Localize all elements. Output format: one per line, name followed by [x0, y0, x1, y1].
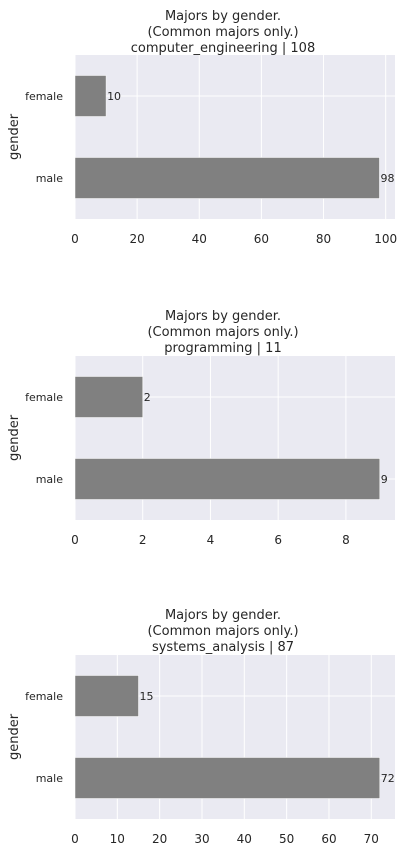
x-tick-label: 8	[342, 533, 350, 547]
data-label: 10	[107, 90, 121, 103]
x-tick-label: 70	[364, 832, 379, 846]
x-tick-label: 0	[71, 232, 79, 246]
chart-title-line: computer_engineering | 108	[131, 41, 315, 56]
chart-title-line: systems_analysis | 87	[152, 640, 294, 655]
y-tick-label: female	[25, 690, 63, 703]
x-tick-label: 60	[321, 832, 336, 846]
x-tick-label: 4	[207, 533, 215, 547]
chart-title-line: (Common majors only.)	[147, 325, 298, 340]
chart-title-line: Majors by gender.	[165, 9, 281, 24]
x-tick-label: 20	[129, 232, 144, 246]
data-label: 98	[380, 172, 394, 185]
y-tick-label: female	[25, 90, 63, 103]
y-axis-label: gender	[7, 713, 22, 760]
bar-male	[74, 157, 380, 199]
y-axis-label: gender	[7, 113, 22, 160]
x-tick-label: 2	[139, 533, 147, 547]
y-tick-label: male	[36, 172, 64, 185]
chart-title-line: Majors by gender.	[165, 309, 281, 324]
y-tick-label: male	[36, 473, 64, 486]
x-tick-label: 50	[279, 832, 294, 846]
bar-female	[74, 675, 139, 717]
chart-title-line: Majors by gender.	[165, 608, 281, 623]
x-tick-label: 80	[316, 232, 331, 246]
y-tick-label: female	[25, 391, 63, 404]
data-label: 15	[139, 690, 153, 703]
x-tick-label: 40	[192, 232, 207, 246]
data-label: 9	[381, 473, 388, 486]
x-tick-label: 40	[237, 832, 252, 846]
y-axis-label: gender	[7, 414, 22, 461]
x-tick-label: 10	[110, 832, 125, 846]
data-label: 2	[144, 391, 151, 404]
chart-title-line: (Common majors only.)	[147, 624, 298, 639]
x-tick-label: 0	[71, 832, 79, 846]
bar-female	[74, 376, 143, 418]
x-tick-label: 30	[194, 832, 209, 846]
data-label: 72	[381, 772, 395, 785]
y-tick-label: male	[36, 772, 64, 785]
bar-male	[74, 757, 381, 799]
x-tick-label: 0	[71, 533, 79, 547]
bar-female	[74, 75, 107, 117]
chart-title-line: (Common majors only.)	[147, 25, 298, 40]
chart-title-line: programming | 11	[164, 341, 281, 356]
x-tick-label: 60	[254, 232, 269, 246]
x-tick-label: 6	[274, 533, 282, 547]
x-tick-label: 20	[152, 832, 167, 846]
bar-male	[74, 458, 381, 500]
x-tick-label: 100	[374, 232, 397, 246]
